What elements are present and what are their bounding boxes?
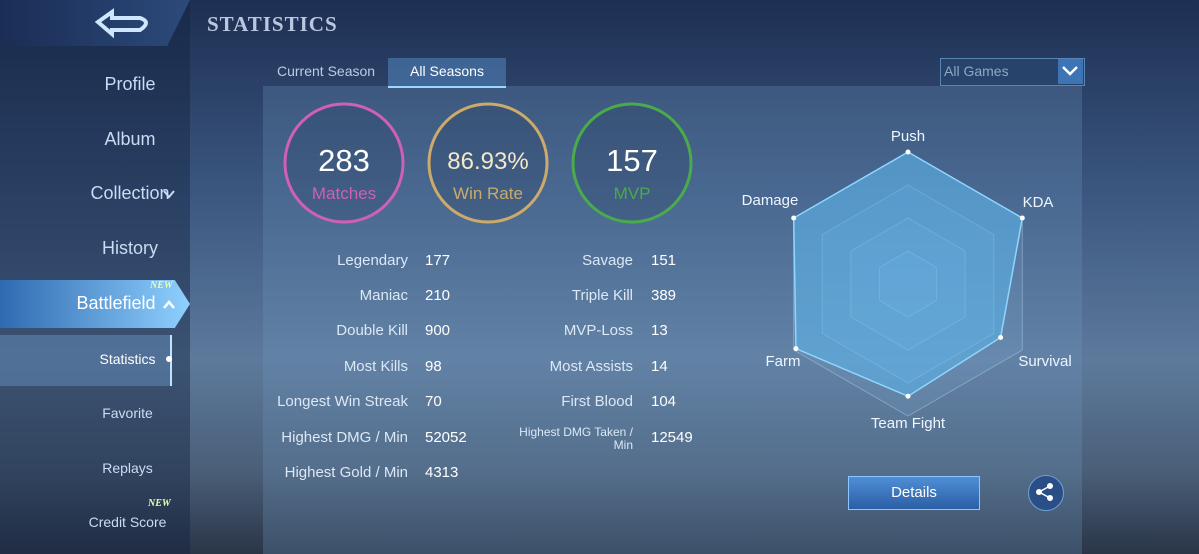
nav-item[interactable]: Collection: [90, 183, 170, 203]
share-button[interactable]: [1028, 475, 1064, 511]
sub-nav-item[interactable]: Statistics: [99, 351, 156, 367]
stat-value: 13: [651, 322, 668, 339]
stat-value: 12549: [651, 429, 693, 446]
dropdown-chevron: [1062, 66, 1078, 76]
stat-label: Most Assists: [549, 358, 633, 375]
stat-value: 389: [651, 287, 677, 304]
radar-label: Farm: [766, 353, 801, 370]
new-badge: NEW: [148, 498, 171, 509]
stat-label: Most Kills: [343, 358, 408, 375]
summary-label: MVP: [613, 184, 651, 203]
stat-label: Highest Gold / Min: [284, 464, 408, 481]
dropdown-arrow: [1058, 59, 1083, 84]
radar-vertex: [905, 149, 911, 155]
stat-label: First Blood: [561, 393, 633, 410]
new-badge: NEW: [150, 280, 173, 291]
share-icon-line: [1037, 485, 1051, 499]
stat-label: Triple Kill: [571, 287, 633, 304]
radar-label: Survival: [1018, 353, 1071, 370]
details-button[interactable]: [848, 476, 980, 510]
summary-value: 283: [318, 143, 370, 178]
stat-label: Highest DMG Taken / Min: [519, 425, 633, 452]
tab[interactable]: All Seasons: [410, 63, 484, 79]
nav-item[interactable]: Battlefield: [76, 293, 156, 313]
radar-vertex: [998, 334, 1004, 340]
stat-value: 177: [425, 252, 451, 269]
stat-label: Maniac: [359, 287, 408, 304]
back-button[interactable]: [0, 0, 190, 46]
details-label[interactable]: Details: [891, 484, 937, 501]
page-title: STATISTICS: [207, 12, 338, 36]
stat-value: 98: [425, 358, 442, 375]
summary-ring: [283, 102, 405, 224]
radar-vertex: [791, 215, 797, 221]
sub-nav-item[interactable]: Credit Score: [88, 514, 167, 530]
stat-value: 52052: [425, 429, 467, 446]
radar-label: Team Fight: [871, 415, 946, 432]
summary-value: 157: [606, 143, 658, 178]
active-sub-bg: [0, 335, 172, 386]
nav-item[interactable]: Album: [104, 129, 156, 149]
stat-label: Double Kill: [336, 322, 408, 339]
radar-label: KDA: [1023, 194, 1054, 211]
radar-vertex: [793, 346, 799, 352]
active-dot: [166, 356, 172, 362]
radar-label: Damage: [742, 192, 799, 209]
radar-vertex: [1019, 215, 1025, 221]
sidebar: [0, 0, 190, 554]
stat-value: 900: [425, 322, 451, 339]
active-tab-bg: [388, 58, 506, 88]
sub-nav-item[interactable]: Favorite: [102, 405, 153, 421]
stat-value: 210: [425, 287, 451, 304]
stat-value: 151: [651, 252, 677, 269]
stat-label: Legendary: [337, 252, 408, 269]
back-icon: [94, 8, 148, 39]
stat-label: Highest DMG / Min: [281, 429, 408, 446]
radar-vertex: [905, 393, 911, 399]
tab[interactable]: Current Season: [277, 63, 376, 79]
summary-value: 86.93%: [447, 148, 529, 175]
summary-ring: [427, 102, 549, 224]
chevron-down: [163, 190, 175, 199]
stat-value: 104: [651, 393, 677, 410]
chevron-up: [163, 300, 175, 309]
stat-value: 14: [651, 358, 668, 375]
summary-label: Win Rate: [453, 184, 523, 203]
nav-item[interactable]: History: [101, 238, 158, 258]
stat-value: 4313: [425, 464, 459, 481]
filter-label[interactable]: All Games: [944, 63, 1009, 79]
radar-label: Push: [891, 128, 925, 145]
active-nav-bg: [0, 280, 190, 328]
summary-ring: [571, 102, 693, 224]
stat-label: Longest Win Streak: [277, 393, 408, 410]
stat-label: MVP-Loss: [563, 322, 633, 339]
nav-item[interactable]: Profile: [104, 74, 156, 94]
stat-value: 70: [425, 393, 442, 410]
sub-nav-item[interactable]: Replays: [102, 460, 153, 476]
summary-label: Matches: [311, 184, 377, 203]
stat-label: Savage: [582, 252, 633, 269]
